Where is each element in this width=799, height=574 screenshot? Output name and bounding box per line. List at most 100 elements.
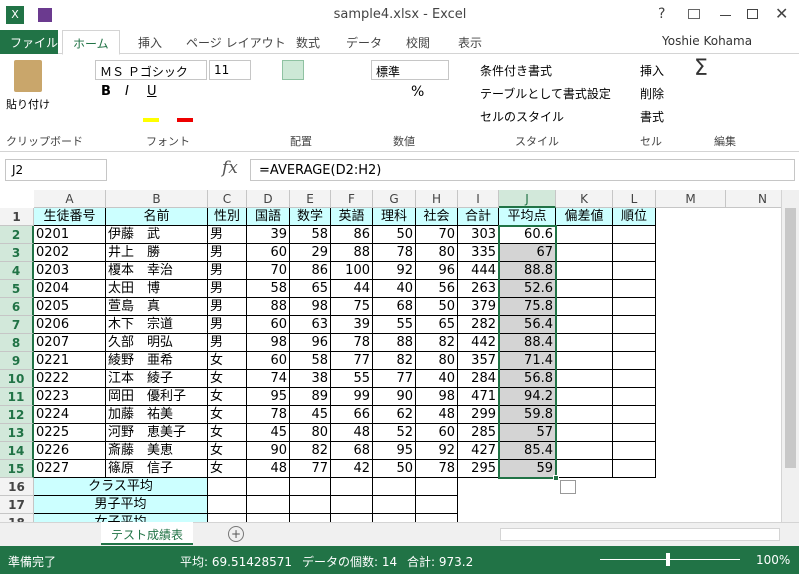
cell[interactable]: 86: [290, 262, 331, 280]
cell[interactable]: 52.6: [499, 280, 556, 298]
cell[interactable]: 男: [208, 280, 247, 298]
cell[interactable]: 88.8: [499, 262, 556, 280]
fill-color[interactable]: [143, 118, 159, 122]
cell[interactable]: [247, 514, 290, 522]
cell[interactable]: [556, 280, 613, 298]
cell[interactable]: 285: [458, 424, 499, 442]
cell[interactable]: 男: [208, 244, 247, 262]
cell[interactable]: 井上 勝: [106, 244, 208, 262]
cell[interactable]: 100: [331, 262, 373, 280]
cell[interactable]: [290, 514, 331, 522]
cell[interactable]: 88: [247, 298, 290, 316]
cell[interactable]: 55: [373, 316, 416, 334]
cell[interactable]: 女: [208, 352, 247, 370]
cell[interactable]: [331, 514, 373, 522]
cell[interactable]: 98: [416, 388, 458, 406]
paste-icon[interactable]: [14, 60, 42, 92]
cell[interactable]: 綾野 亜希: [106, 352, 208, 370]
cell[interactable]: [373, 496, 416, 514]
cell[interactable]: [613, 352, 656, 370]
cell[interactable]: 58: [247, 280, 290, 298]
cell[interactable]: 78: [331, 334, 373, 352]
percent-button[interactable]: %: [411, 84, 425, 100]
cell[interactable]: 89: [290, 388, 331, 406]
cell[interactable]: 80: [416, 352, 458, 370]
cell[interactable]: 75: [331, 298, 373, 316]
cell[interactable]: 66: [331, 406, 373, 424]
cell[interactable]: 379: [458, 298, 499, 316]
cell[interactable]: 95: [373, 442, 416, 460]
cell[interactable]: 82: [373, 352, 416, 370]
save-icon[interactable]: [38, 8, 52, 22]
cell[interactable]: 29: [290, 244, 331, 262]
cell[interactable]: 40: [416, 370, 458, 388]
cell[interactable]: 0201: [34, 226, 106, 244]
cell[interactable]: [613, 298, 656, 316]
ribbon-tab[interactable]: 挿入: [138, 36, 163, 50]
cell[interactable]: 98: [247, 334, 290, 352]
cell[interactable]: 96: [290, 334, 331, 352]
cell[interactable]: 56.8: [499, 370, 556, 388]
cell[interactable]: 男: [208, 226, 247, 244]
cell[interactable]: 0224: [34, 406, 106, 424]
cell[interactable]: [290, 478, 331, 496]
cell[interactable]: 理科: [373, 208, 416, 226]
formula-input[interactable]: =AVERAGE(D2:H2): [250, 159, 795, 181]
cell[interactable]: 82: [290, 442, 331, 460]
cell[interactable]: 90: [247, 442, 290, 460]
cell[interactable]: 70: [247, 262, 290, 280]
cell[interactable]: 71.4: [499, 352, 556, 370]
maximize[interactable]: [747, 9, 758, 19]
cell-styles[interactable]: セルのスタイル: [480, 110, 565, 124]
cell[interactable]: 45: [290, 406, 331, 424]
italic-button[interactable]: I: [125, 84, 129, 99]
cell[interactable]: 0203: [34, 262, 106, 280]
summary-label[interactable]: 女子平均: [34, 514, 208, 522]
cell[interactable]: 88: [331, 244, 373, 262]
ribbon-tab[interactable]: ホーム: [62, 30, 120, 55]
cell[interactable]: 平均点: [499, 208, 556, 226]
cell[interactable]: 88.4: [499, 334, 556, 352]
cell[interactable]: 77: [290, 460, 331, 478]
paste-label[interactable]: 貼り付け: [6, 98, 50, 111]
cell[interactable]: [613, 460, 656, 478]
autosum[interactable]: Σ: [694, 56, 708, 81]
cell[interactable]: [556, 460, 613, 478]
cell[interactable]: 42: [331, 460, 373, 478]
cell[interactable]: 282: [458, 316, 499, 334]
cell[interactable]: 74: [247, 370, 290, 388]
cell[interactable]: 生徒番号: [34, 208, 106, 226]
cell[interactable]: 65: [416, 316, 458, 334]
cell[interactable]: 299: [458, 406, 499, 424]
cell[interactable]: 久部 明弘: [106, 334, 208, 352]
cell[interactable]: [613, 316, 656, 334]
minimize[interactable]: [720, 15, 731, 16]
cell[interactable]: 女: [208, 370, 247, 388]
cell[interactable]: [208, 496, 247, 514]
ribbon-tab[interactable]: ファイル: [0, 30, 58, 54]
cell[interactable]: 社会: [416, 208, 458, 226]
cell[interactable]: [331, 496, 373, 514]
cell[interactable]: 86: [331, 226, 373, 244]
cell[interactable]: [556, 334, 613, 352]
cell[interactable]: 0226: [34, 442, 106, 460]
cell[interactable]: [416, 514, 458, 522]
cell[interactable]: 284: [458, 370, 499, 388]
cell[interactable]: [613, 244, 656, 262]
new-sheet[interactable]: +: [228, 526, 244, 542]
cell[interactable]: [556, 244, 613, 262]
cell[interactable]: [613, 388, 656, 406]
cell[interactable]: 斎藤 美恵: [106, 442, 208, 460]
cell[interactable]: 順位: [613, 208, 656, 226]
cell[interactable]: 国語: [247, 208, 290, 226]
cell[interactable]: 56: [416, 280, 458, 298]
cell[interactable]: [373, 478, 416, 496]
cell[interactable]: 67: [499, 244, 556, 262]
cell[interactable]: [613, 226, 656, 244]
cell[interactable]: 48: [331, 424, 373, 442]
cell[interactable]: 58: [290, 226, 331, 244]
cell[interactable]: 77: [331, 352, 373, 370]
cell[interactable]: 60: [247, 316, 290, 334]
cell[interactable]: [613, 442, 656, 460]
cell[interactable]: 伊藤 武: [106, 226, 208, 244]
